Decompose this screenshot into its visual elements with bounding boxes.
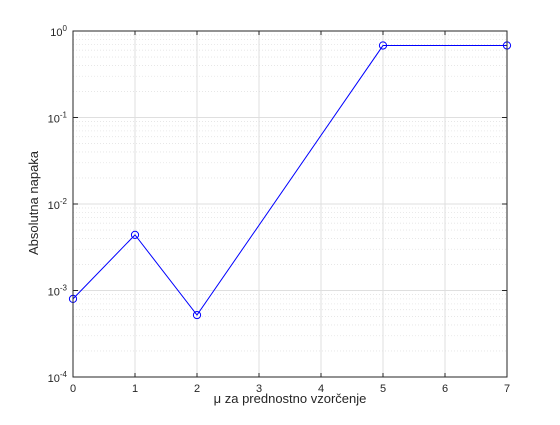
x-tick-label: 3 (256, 383, 262, 395)
y-tick-base: 10 (48, 200, 60, 212)
x-tick-label: 2 (194, 383, 200, 395)
y-tick-base: 10 (50, 27, 62, 39)
y-tick-label: 10-2 (48, 197, 68, 212)
x-axis-label: μ za prednostno vzorčenje (214, 391, 367, 406)
x-tick-label: 1 (132, 383, 138, 395)
y-tick-exponent: 0 (63, 24, 68, 33)
x-tick-label: 7 (504, 383, 510, 395)
y-tick-label: 10-1 (48, 111, 68, 126)
y-tick-exponent: -4 (60, 370, 68, 379)
y-tick-base: 10 (48, 373, 60, 385)
data-point (378, 41, 388, 50)
series-line (72, 44, 507, 316)
y-tick-label: 100 (50, 24, 67, 39)
data-point (130, 230, 140, 239)
y-tick-base: 10 (48, 287, 60, 299)
axes (72, 30, 508, 378)
x-tick-label: 5 (380, 383, 386, 395)
y-tick-exponent: -2 (60, 197, 68, 206)
y-tick-label: 10-3 (48, 284, 68, 299)
x-tick-label: 6 (442, 383, 448, 395)
data-point (192, 310, 202, 320)
x-tick-label: 4 (318, 383, 324, 395)
y-tick-exponent: -3 (60, 284, 68, 293)
x-tick-label: 0 (70, 383, 76, 395)
grid (72, 30, 508, 378)
y-tick-exponent: -1 (60, 111, 68, 120)
y-tick-base: 10 (48, 114, 60, 126)
y-tick-label: 10-4 (48, 370, 68, 385)
y-axis-label: Absolutna napaka (26, 150, 41, 255)
